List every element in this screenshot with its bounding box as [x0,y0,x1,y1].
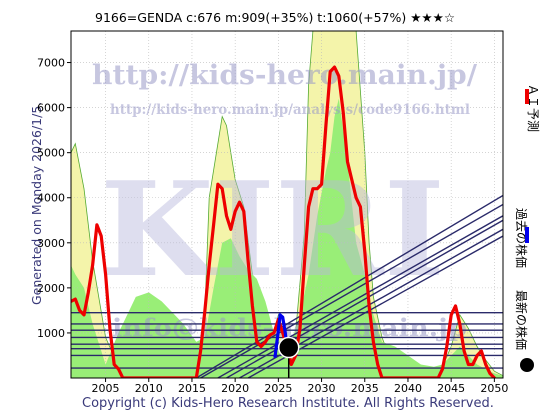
latest-price-marker [277,336,300,359]
x-tick-label: 2035 [351,382,379,395]
x-tick-label: 2010 [135,382,163,395]
watermark-big: KIRI [100,153,445,306]
copyright-footer: Copyright (c) Kids-Hero Research Institu… [82,396,494,411]
x-tick-label: 2040 [394,382,422,395]
generated-date-label: Generated on Monday 2026/1/5. [29,102,44,305]
y-tick-label: 1000 [37,327,65,340]
y-tick-label: 3000 [37,237,65,250]
trend-line [226,219,503,378]
y-tick-label: 4000 [37,192,65,205]
latest-price-layer [277,336,300,378]
watermarks: KIRI http://kids-hero.main.jp/ http://ki… [92,60,477,342]
x-tick-label: 2005 [92,382,120,395]
past-price-line [273,313,289,358]
legend-ai-forecast: ＡＩ予測 [525,84,540,132]
watermark-url-top: http://kids-hero.main.jp/ [92,60,477,91]
gridlines [71,31,503,378]
legend: ＡＩ予測 過去の株価 最新の株価 [514,84,540,372]
legend-latest-price-label: 最新の株価 [514,290,529,350]
x-tick-label: 2020 [221,382,249,395]
legend-ai-forecast-label: ＡＩ予測 [526,84,540,132]
y-tick-label: 7000 [37,57,65,70]
legend-latest-price: 最新の株価 [514,290,534,372]
plot-area: KIRI http://kids-hero.main.jp/ http://ki… [37,30,508,395]
legend-past-price-label: 過去の株価 [514,208,529,268]
x-tick-label: 2050 [480,382,508,395]
x-tick-label: 2025 [264,382,292,395]
x-tick-label: 2045 [437,382,465,395]
trend-line [195,194,503,378]
x-tick-label: 2015 [178,382,206,395]
plot-frame [70,30,504,379]
trend-line [200,203,503,378]
y-axis: 1000 2000 3000 4000 5000 6000 7000 [37,57,71,340]
watermark-url-mid: http://kids-hero.main.jp/analysis/code91… [110,102,470,118]
legend-past-price: 過去の株価 [514,208,529,268]
legend-latest-price-marker [520,358,534,372]
inner-range-band [71,98,503,378]
x-tick-label: 2030 [308,382,336,395]
x-axis: 2005 2010 2015 2020 2025 2030 2035 2040 2045 2050 [92,378,508,395]
chart-title: 9166=GENDA c:676 m:909(+35%) t:1060(+57%… [95,10,455,25]
trend-line [217,215,503,378]
y-tick-label: 6000 [37,102,65,115]
y-tick-label: 5000 [37,147,65,160]
y-tick-label: 2000 [37,282,65,295]
